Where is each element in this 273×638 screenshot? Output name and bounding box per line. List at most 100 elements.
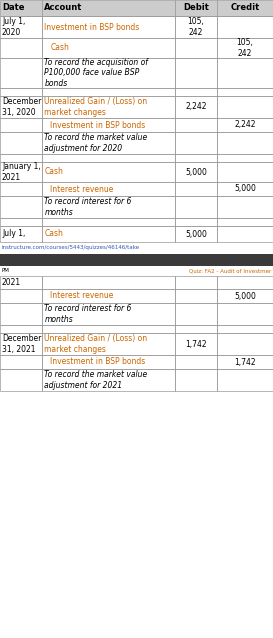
Bar (175, 38, 217, 58)
Text: instructure.com/courses/5443/quizzes/46146/take: instructure.com/courses/5443/quizzes/461… (2, 246, 140, 251)
Bar (175, 289, 217, 303)
Text: Investment in BSP bonds: Investment in BSP bonds (44, 22, 140, 31)
Bar (0, 303, 42, 325)
Bar (217, 0, 273, 16)
Text: To record the acquisition of
P100,000 face value BSP
bonds: To record the acquisition of P100,000 fa… (44, 58, 148, 88)
Text: Debit: Debit (183, 3, 209, 13)
Bar (42, 325, 175, 333)
Text: 2,242: 2,242 (234, 121, 256, 130)
Bar (42, 303, 175, 325)
Text: December
31, 2020: December 31, 2020 (2, 98, 41, 117)
Bar (0, 196, 42, 218)
Bar (217, 154, 273, 162)
Bar (42, 96, 175, 118)
Bar (42, 58, 175, 88)
Bar (217, 118, 273, 132)
Bar (42, 333, 175, 355)
Bar (217, 88, 273, 96)
Bar (0, 218, 42, 226)
Bar (42, 182, 175, 196)
Bar (217, 276, 273, 289)
Bar (0, 333, 42, 355)
Bar (0, 276, 42, 289)
Bar (175, 182, 217, 196)
Bar (0, 38, 42, 58)
Bar (0, 325, 42, 333)
Bar (217, 369, 273, 391)
Text: 2021: 2021 (2, 278, 21, 287)
Bar (175, 96, 217, 118)
Bar (175, 196, 217, 218)
Bar (175, 118, 217, 132)
Bar (175, 369, 217, 391)
Text: Credit: Credit (230, 3, 260, 13)
Text: 5,000: 5,000 (185, 230, 207, 239)
Bar (0, 162, 42, 182)
Bar (0, 96, 42, 118)
Text: 5,000: 5,000 (185, 168, 207, 177)
Text: Cash: Cash (50, 43, 69, 52)
Bar (0, 0, 42, 16)
Text: 105,
242: 105, 242 (188, 17, 204, 37)
Bar (0, 58, 42, 88)
Text: 1,742: 1,742 (185, 339, 207, 348)
Bar (175, 16, 217, 38)
Bar (217, 226, 273, 242)
Text: To record interest for 6
months: To record interest for 6 months (44, 197, 132, 217)
Text: Unrealized Gain / (Loss) on
market changes: Unrealized Gain / (Loss) on market chang… (44, 334, 147, 353)
Bar (42, 0, 175, 16)
Text: Investment in BSP bonds: Investment in BSP bonds (50, 357, 146, 366)
Bar (0, 226, 42, 242)
Bar (175, 325, 217, 333)
Bar (42, 38, 175, 58)
Text: Interest revenue: Interest revenue (50, 184, 114, 193)
Bar (42, 289, 175, 303)
Text: To record the market value
adjustment for 2020: To record the market value adjustment fo… (44, 133, 148, 152)
Text: 2,242: 2,242 (185, 103, 207, 112)
Text: 105,
242: 105, 242 (237, 38, 253, 57)
Bar (0, 355, 42, 369)
Bar (175, 276, 217, 289)
Bar (42, 132, 175, 154)
Bar (0, 289, 42, 303)
Bar (0, 16, 42, 38)
Bar (42, 196, 175, 218)
Bar (175, 218, 217, 226)
Text: Cash: Cash (44, 168, 63, 177)
Bar (42, 218, 175, 226)
Bar (42, 226, 175, 242)
Bar (175, 303, 217, 325)
Bar (217, 289, 273, 303)
Bar (175, 58, 217, 88)
Text: July 1,: July 1, (2, 230, 25, 239)
Text: 5,000: 5,000 (234, 184, 256, 193)
Bar (217, 325, 273, 333)
Text: July 1,
2020: July 1, 2020 (2, 17, 25, 37)
Bar (217, 96, 273, 118)
Bar (175, 162, 217, 182)
Bar (42, 118, 175, 132)
Text: Quiz: FA2 - Audit of Investmer: Quiz: FA2 - Audit of Investmer (189, 269, 271, 274)
Text: Unrealized Gain / (Loss) on
market changes: Unrealized Gain / (Loss) on market chang… (44, 98, 147, 117)
Bar (217, 218, 273, 226)
Bar (42, 88, 175, 96)
Bar (175, 355, 217, 369)
Bar (217, 162, 273, 182)
Text: January 1,
2021: January 1, 2021 (2, 162, 41, 182)
Text: Interest revenue: Interest revenue (50, 292, 114, 300)
Bar (175, 0, 217, 16)
Bar (217, 58, 273, 88)
Text: December
31, 2021: December 31, 2021 (2, 334, 41, 353)
Text: Investment in BSP bonds: Investment in BSP bonds (50, 121, 146, 130)
Bar (42, 355, 175, 369)
Text: 1,742: 1,742 (234, 357, 256, 366)
Text: 5,000: 5,000 (234, 292, 256, 300)
Bar (175, 88, 217, 96)
Text: Account: Account (44, 3, 83, 13)
Bar (42, 154, 175, 162)
Bar (217, 355, 273, 369)
Bar (42, 162, 175, 182)
Bar (0, 118, 42, 132)
Bar (217, 196, 273, 218)
Bar (0, 132, 42, 154)
